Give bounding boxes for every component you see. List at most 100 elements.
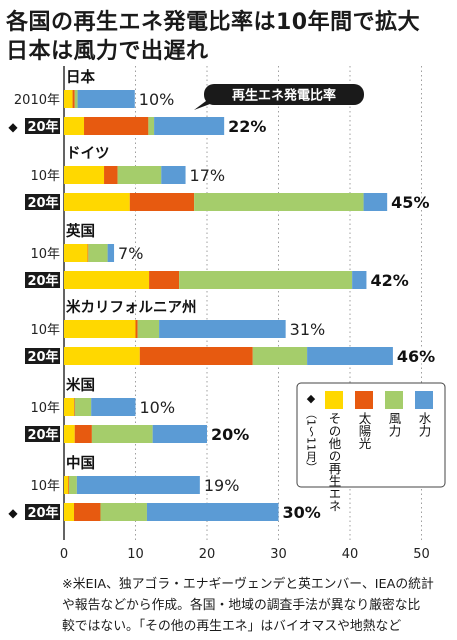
bar-total-label: 10%	[139, 90, 175, 109]
year-label: 20年	[27, 349, 58, 365]
year-label: 20年	[27, 273, 58, 289]
bar-segment	[76, 476, 200, 494]
legend-swatch	[355, 391, 373, 409]
bar-segment	[146, 503, 279, 521]
bar-total-label: 22%	[228, 117, 266, 136]
year-label: 10年	[30, 479, 60, 494]
note-marker: ◆	[8, 506, 18, 520]
year-label-box	[25, 194, 60, 210]
bar-total-label: 45%	[391, 193, 429, 212]
legend-label: 水力	[417, 412, 432, 438]
x-tick-label: 0	[60, 547, 68, 562]
year-label: 10年	[30, 401, 60, 416]
bar-segment	[64, 244, 88, 262]
bar-segment	[64, 425, 75, 443]
year-label: 20年	[27, 505, 58, 521]
bar-segment	[74, 398, 75, 416]
year-label: 20年	[27, 195, 58, 211]
footnote-line-1: ※米EIA、独アゴラ・エナギーヴェンデと英エンバー、IEAの統計	[62, 577, 434, 592]
bar-segment	[117, 166, 162, 184]
bar-segment	[91, 425, 153, 443]
bar-segment	[363, 193, 388, 211]
legend-note-marker: ◆	[307, 392, 316, 405]
year-label-box	[25, 504, 60, 520]
country-label: 米国	[66, 376, 95, 394]
legend-label: 風力	[387, 412, 402, 438]
chart-subtitle: 日本は風力で出遅れ	[6, 39, 209, 64]
x-tick-label: 40	[342, 547, 359, 562]
bar-segment	[148, 117, 155, 135]
bar-segment	[74, 425, 92, 443]
year-label: 10年	[30, 169, 60, 184]
chart-title: 各国の再生エネ発電比率は10年間で拡大	[6, 10, 421, 35]
bar-segment	[161, 166, 186, 184]
country-label: 米カリフォルニア州	[66, 298, 197, 316]
legend-swatch	[325, 391, 343, 409]
bar-segment	[87, 244, 89, 262]
bar-segment	[88, 244, 108, 262]
legend-label: その他の再生エネ	[327, 412, 342, 512]
year-label: 10年	[30, 247, 60, 262]
callout-box	[204, 84, 364, 105]
bar-segment	[64, 347, 140, 365]
bar-segment	[129, 193, 195, 211]
x-tick-label: 50	[413, 547, 430, 562]
bar-total-label: 7%	[118, 244, 143, 263]
bar-segment	[84, 117, 149, 135]
country-label: 中国	[66, 454, 95, 472]
bar-total-label: 19%	[204, 476, 240, 495]
year-label-box	[25, 118, 60, 134]
footnote: ※米EIA、独アゴラ・エナギーヴェンデと英エンバー、IEAの統計 や報告などから…	[62, 574, 454, 637]
bar-segment	[179, 271, 353, 289]
legend-swatch	[385, 391, 403, 409]
bar-segment	[64, 166, 105, 184]
year-label: 2010年	[14, 93, 60, 108]
bar-segment	[135, 320, 138, 338]
year-label-box	[25, 348, 60, 364]
bar-total-label: 20%	[211, 425, 249, 444]
bar-total-label: 10%	[140, 398, 176, 417]
footnote-line-2: や報告などから作成。各国・地域の調査手法が異なり厳密な比	[62, 598, 421, 613]
x-tick-label: 20	[199, 547, 216, 562]
bar-segment	[104, 166, 118, 184]
bar-segment	[69, 476, 77, 494]
callout-label: 再生エネ発電比率	[232, 88, 336, 104]
bar-segment	[154, 117, 225, 135]
bar-segment	[64, 90, 73, 108]
bar-segment	[64, 503, 75, 521]
legend-swatch	[415, 391, 433, 409]
bar-segment	[152, 425, 207, 443]
bar-segment	[194, 193, 364, 211]
bar-segment	[68, 476, 70, 494]
bar-segment	[77, 90, 135, 108]
note-marker: ◆	[8, 120, 18, 134]
legend-label: 太陽光	[357, 411, 372, 450]
bar-segment	[91, 398, 136, 416]
bar-segment	[64, 398, 75, 416]
bar-segment	[64, 320, 136, 338]
year-label: 20年	[27, 119, 58, 135]
bar-segment	[352, 271, 367, 289]
callout-pointer	[194, 98, 218, 110]
country-label: ドイツ	[66, 146, 110, 162]
bar-total-label: 17%	[190, 166, 226, 185]
bar-segment	[72, 90, 75, 108]
bar-total-label: 46%	[397, 347, 435, 366]
bar-segment	[64, 476, 69, 494]
bar-segment	[252, 347, 308, 365]
bar-segment	[307, 347, 393, 365]
year-label-box	[25, 426, 60, 442]
x-tick-label: 30	[270, 547, 287, 562]
bar-segment	[107, 244, 115, 262]
year-label: 10年	[30, 323, 60, 338]
x-tick-label: 10	[127, 547, 144, 562]
bar-segment	[149, 271, 180, 289]
footnote-line-3: 較ではない。「その他の再生エネ」はバイオマスや地熱など	[62, 619, 402, 634]
bar-total-label: 42%	[370, 271, 408, 290]
bar-segment	[74, 503, 101, 521]
bar-segment	[74, 90, 78, 108]
year-label: 20年	[27, 427, 58, 443]
bar-segment	[74, 398, 92, 416]
